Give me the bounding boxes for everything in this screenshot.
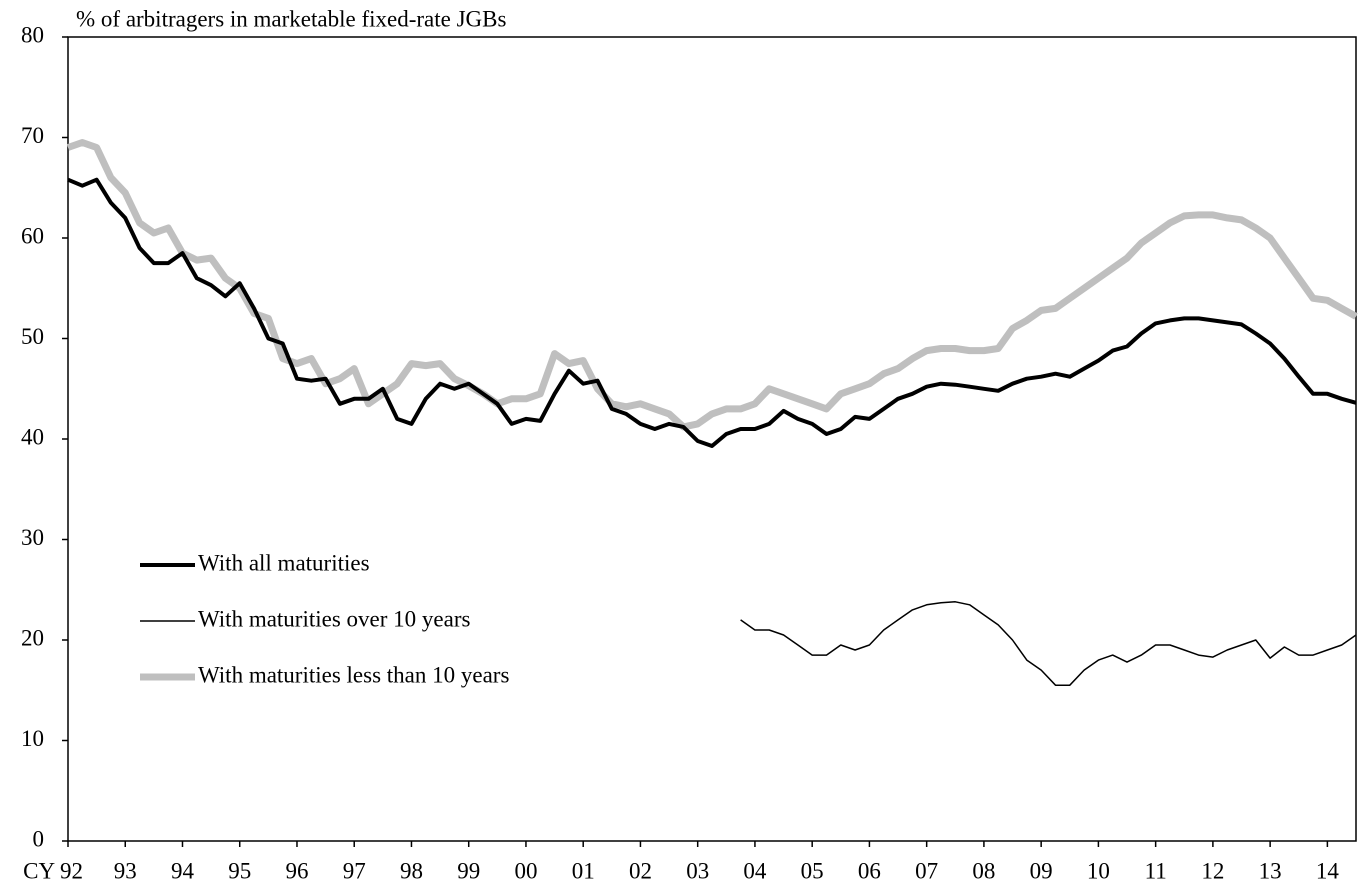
x-tick-label: 10 bbox=[1087, 858, 1110, 883]
x-tick-label: 94 bbox=[171, 858, 195, 883]
x-tick-label: 95 bbox=[228, 858, 251, 883]
plot-frame bbox=[67, 36, 1357, 842]
legend-label: With maturities over 10 years bbox=[198, 606, 470, 631]
x-tick-label: 98 bbox=[400, 858, 423, 883]
x-tick-label: 07 bbox=[915, 858, 938, 883]
y-tick-label: 20 bbox=[21, 625, 44, 650]
x-tick-label: 05 bbox=[801, 858, 824, 883]
y-tick-label: 80 bbox=[21, 22, 44, 47]
legend-label: With all maturities bbox=[198, 550, 370, 575]
x-tick-label: 99 bbox=[457, 858, 480, 883]
y-tick-label: 50 bbox=[21, 324, 44, 349]
x-tick-label: 13 bbox=[1259, 858, 1282, 883]
series-line bbox=[67, 177, 1357, 448]
y-tick-label: 10 bbox=[21, 726, 44, 751]
x-tick-label: 04 bbox=[743, 858, 767, 883]
x-tick-label: 01 bbox=[572, 858, 595, 883]
series-line bbox=[66, 139, 1358, 431]
x-tick-label: 96 bbox=[285, 858, 308, 883]
y-tick-label: 60 bbox=[21, 223, 44, 248]
x-tick-label: 03 bbox=[686, 858, 709, 883]
y-tick-label: 30 bbox=[21, 525, 44, 550]
x-tick-label: 12 bbox=[1201, 858, 1224, 883]
x-tick-label: 09 bbox=[1030, 858, 1053, 883]
series-line bbox=[740, 601, 1357, 686]
x-tick-label: 93 bbox=[114, 858, 137, 883]
x-tick-label: 00 bbox=[514, 858, 537, 883]
x-tick-label: 02 bbox=[629, 858, 652, 883]
y-tick-label: 0 bbox=[33, 826, 45, 851]
x-tick-label: 14 bbox=[1316, 858, 1340, 883]
x-tick-label: 06 bbox=[858, 858, 881, 883]
x-tick-label: 97 bbox=[343, 858, 366, 883]
x-tick-label: CY 92 bbox=[23, 858, 83, 883]
x-tick-label: 11 bbox=[1145, 858, 1167, 883]
y-tick-label: 70 bbox=[21, 123, 44, 148]
y-tick-label: 40 bbox=[21, 424, 44, 449]
chart-title: % of arbitragers in marketable fixed-rat… bbox=[76, 6, 506, 31]
legend-label: With maturities less than 10 years bbox=[198, 662, 509, 687]
x-tick-label: 08 bbox=[972, 858, 995, 883]
